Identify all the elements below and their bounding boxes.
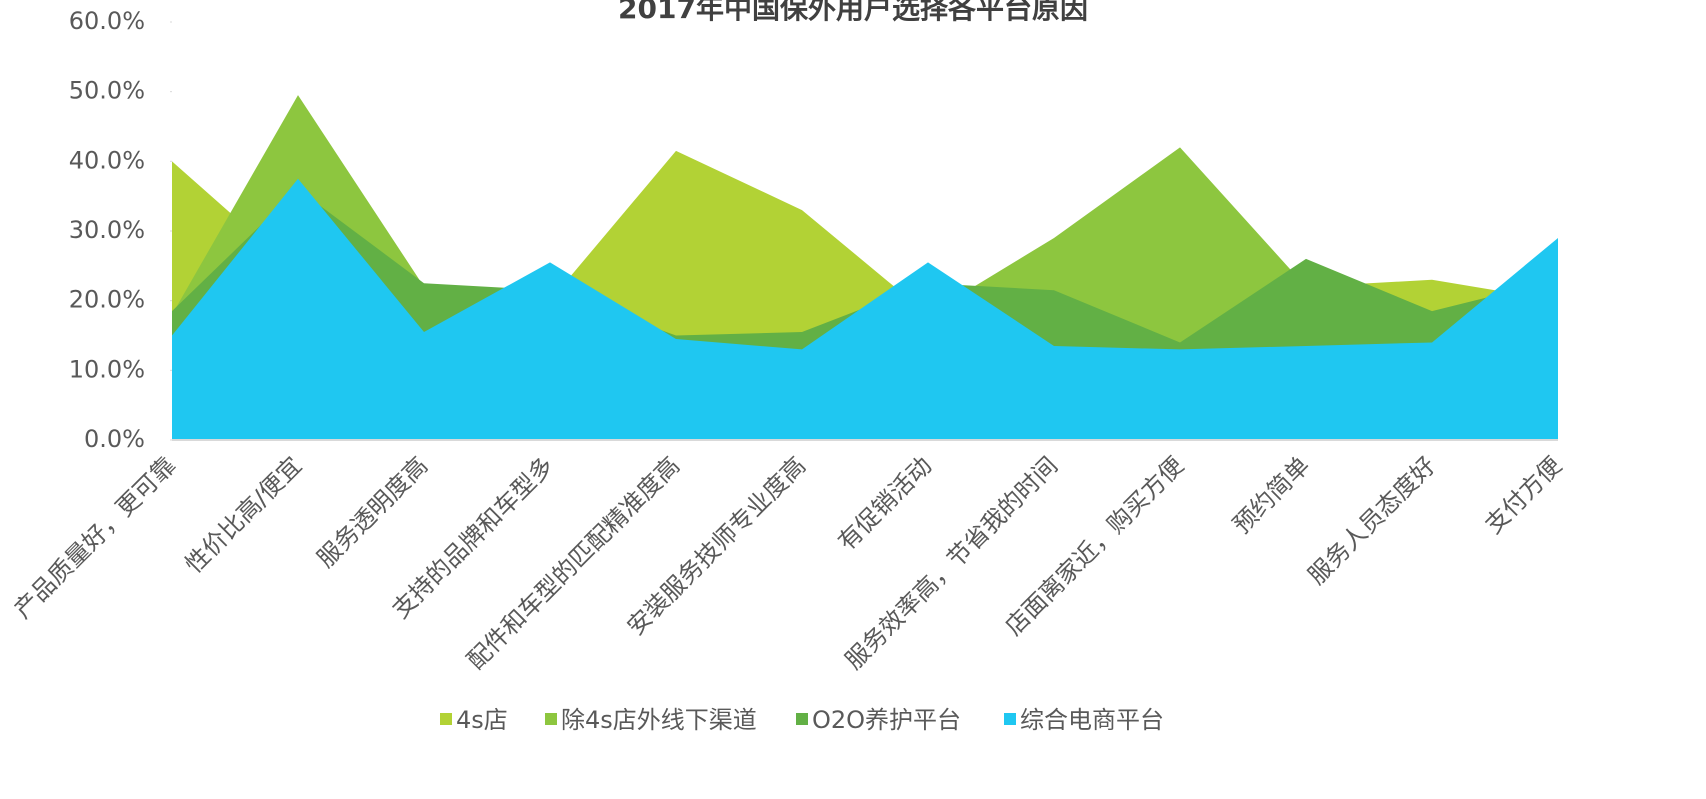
x-tick-label: 性价比高/便宜	[180, 451, 307, 578]
y-tick-label: 30.0%	[69, 216, 145, 244]
y-tick-label: 60.0%	[69, 7, 145, 35]
y-tick-label: 20.0%	[69, 286, 145, 314]
legend-label: 综合电商平台	[1020, 706, 1164, 734]
legend-swatch	[440, 713, 452, 725]
x-tick-label: 产品质量好，更可靠	[9, 451, 182, 624]
y-tick-label: 50.0%	[69, 77, 145, 105]
area	[172, 178, 1558, 440]
y-tick-label: 10.0%	[69, 355, 145, 383]
legend-swatch	[1004, 713, 1016, 725]
x-tick-label: 有促销活动	[833, 451, 938, 556]
y-tick-label: 40.0%	[69, 146, 145, 174]
x-tick-label: 服务效率高，节省我的时间	[840, 451, 1063, 674]
x-tick-label: 服务透明度高	[312, 451, 434, 573]
legend-label: O2O养护平台	[812, 706, 961, 734]
x-tick-label: 预约简单	[1228, 451, 1316, 539]
chart-title: 2017年中国保外用户选择各平台原因	[618, 0, 1088, 25]
x-tick-label: 配件和车型的匹配精准度高	[462, 451, 685, 674]
y-tick-label: 0.0%	[84, 425, 145, 453]
legend-swatch	[796, 713, 808, 725]
legend-label: 4s店	[456, 706, 508, 734]
x-tick-label: 支付方便	[1480, 451, 1568, 539]
x-tick-label: 服务人员态度好	[1303, 451, 1442, 590]
legend-swatch	[545, 713, 557, 725]
legend-label: 除4s店外线下渠道	[561, 706, 757, 734]
